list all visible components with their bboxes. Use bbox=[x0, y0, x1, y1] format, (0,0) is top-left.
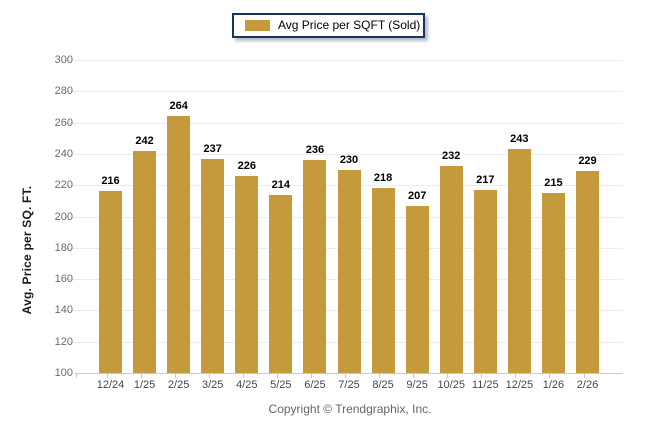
x-tick-label: 10/25 bbox=[437, 379, 465, 391]
bar bbox=[405, 205, 429, 373]
chart-legend[interactable]: Avg Price per SQFT (Sold) bbox=[232, 13, 425, 38]
gridline bbox=[64, 153, 623, 155]
bar bbox=[99, 191, 122, 373]
bar-value-label: 242 bbox=[135, 134, 154, 147]
x-axis-tick bbox=[345, 374, 346, 378]
bar bbox=[473, 189, 497, 373]
x-tick-label: 5/25 bbox=[270, 379, 292, 391]
x-axis-tick bbox=[515, 374, 517, 378]
bar-value-label: 215 bbox=[544, 177, 563, 190]
x-tick-label: 4/25 bbox=[236, 379, 258, 391]
x-axis-tick bbox=[549, 374, 551, 378]
x-axis-tick bbox=[447, 374, 449, 378]
x-tick-label: 11/25 bbox=[471, 379, 499, 391]
bar-value-label: 214 bbox=[271, 178, 291, 191]
y-tick-label: 300 bbox=[54, 54, 73, 66]
y-tick-label: 260 bbox=[54, 116, 73, 129]
gridline bbox=[64, 122, 623, 124]
y-tick-label: 180 bbox=[54, 241, 73, 254]
y-tick-label: 200 bbox=[54, 210, 73, 223]
bar bbox=[167, 116, 191, 373]
x-tick-label: 2/25 bbox=[167, 379, 190, 391]
x-tick-label: 1/26 bbox=[542, 379, 565, 391]
bar-value-label: 217 bbox=[476, 173, 495, 186]
bar bbox=[576, 171, 599, 373]
x-axis-tick bbox=[379, 374, 381, 378]
x-axis-tick bbox=[276, 374, 278, 378]
bar-value-label: 243 bbox=[510, 133, 529, 146]
bar bbox=[235, 175, 259, 373]
bar-value-label: 218 bbox=[373, 172, 393, 185]
x-tick-label: 1/25 bbox=[133, 379, 156, 391]
x-axis-tick bbox=[174, 374, 176, 378]
gridline bbox=[64, 60, 623, 61]
bar-value-label: 232 bbox=[442, 150, 461, 163]
y-tick-label: 240 bbox=[54, 147, 73, 160]
bar bbox=[371, 188, 395, 373]
x-axis-tick bbox=[76, 374, 77, 378]
x-tick-label: 7/25 bbox=[338, 379, 360, 391]
x-tick-label: 2/26 bbox=[576, 379, 599, 391]
y-tick-label: 160 bbox=[54, 273, 73, 286]
x-axis-tick bbox=[106, 374, 108, 378]
bar-value-label: 226 bbox=[237, 159, 256, 172]
bar-value-label: 264 bbox=[169, 100, 188, 113]
x-axis-tick bbox=[481, 374, 483, 378]
bar bbox=[337, 169, 361, 373]
bar-value-label: 237 bbox=[203, 142, 222, 155]
x-tick-label: 12/24 bbox=[96, 379, 125, 391]
legend-label: Avg Price per SQFT (Sold) bbox=[278, 18, 421, 32]
copyright-text: Copyright © Trendgraphix, Inc. bbox=[268, 402, 432, 416]
x-axis-line bbox=[75, 373, 623, 374]
bar bbox=[201, 158, 225, 373]
y-tick-label: 280 bbox=[54, 85, 73, 98]
bar bbox=[269, 194, 293, 373]
bar bbox=[541, 193, 565, 373]
bar bbox=[439, 166, 463, 373]
bar-value-label: 230 bbox=[339, 153, 359, 166]
x-tick-label: 9/25 bbox=[406, 379, 428, 391]
legend-swatch-icon bbox=[245, 20, 270, 31]
y-tick-label: 220 bbox=[54, 179, 73, 192]
bar-value-label: 236 bbox=[305, 144, 325, 157]
y-tick-label: 120 bbox=[54, 335, 73, 348]
x-axis-tick bbox=[208, 374, 210, 378]
y-tick-label: 100 bbox=[54, 367, 73, 379]
bar bbox=[133, 150, 157, 373]
x-axis-tick bbox=[413, 374, 415, 378]
x-tick-label: 6/25 bbox=[304, 379, 326, 391]
bar bbox=[507, 149, 531, 373]
gridline bbox=[64, 91, 623, 93]
bar-value-label: 229 bbox=[578, 155, 597, 168]
x-axis-tick bbox=[140, 374, 142, 378]
bar bbox=[303, 160, 327, 373]
y-tick-label: 140 bbox=[54, 304, 73, 317]
bar-value-label: 207 bbox=[407, 189, 427, 202]
x-axis-tick bbox=[242, 374, 244, 378]
x-tick-label: 8/25 bbox=[372, 379, 394, 391]
x-tick-label: 12/25 bbox=[505, 379, 534, 391]
x-axis-tick bbox=[310, 374, 312, 378]
x-axis-tick bbox=[583, 374, 585, 378]
bar-value-label: 216 bbox=[101, 175, 120, 188]
x-tick-label: 3/25 bbox=[201, 379, 224, 391]
